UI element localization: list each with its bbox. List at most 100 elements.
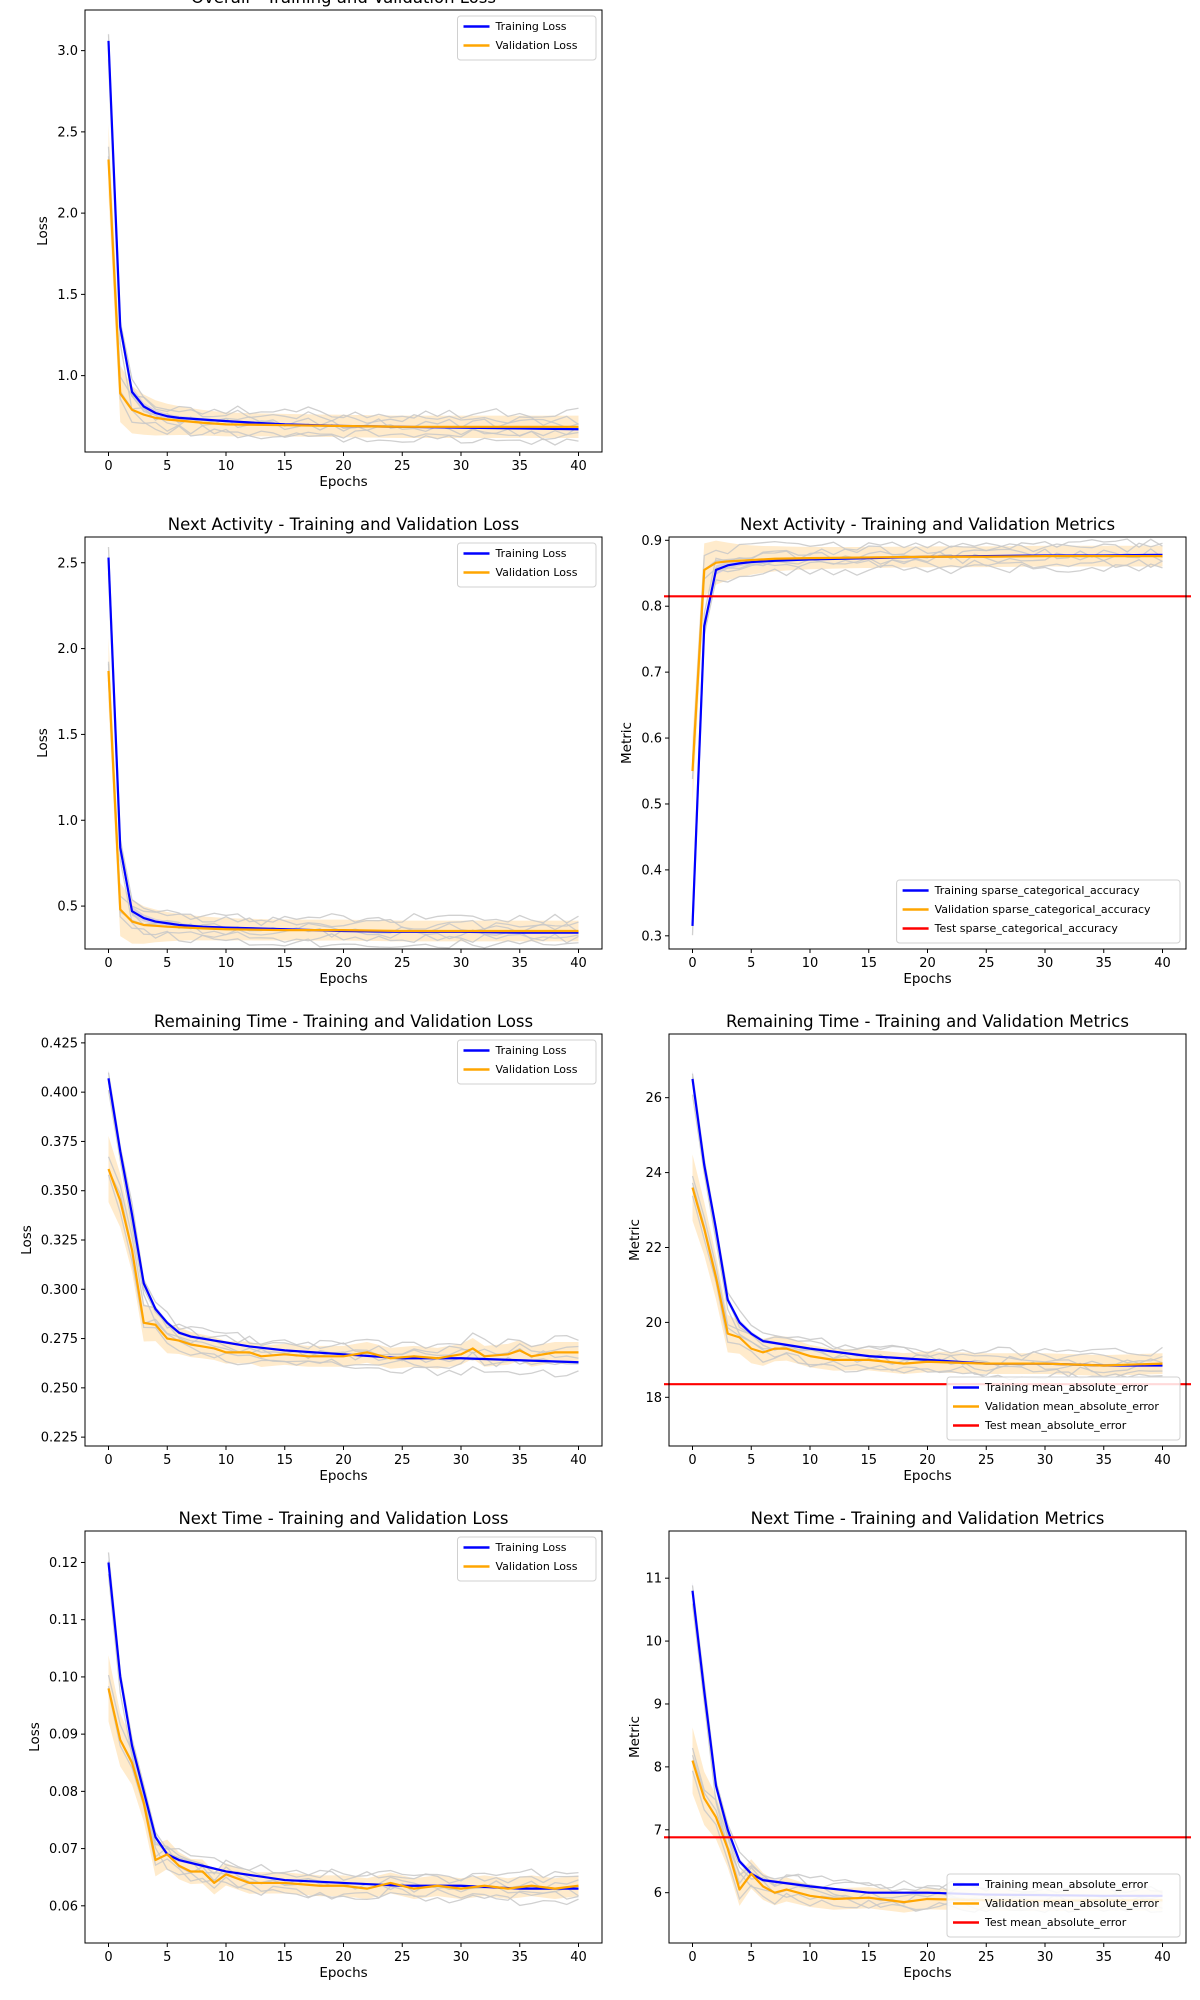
- x-tick-label: 35: [511, 1950, 528, 1965]
- x-tick-label: 20: [919, 1950, 936, 1965]
- legend-label: Test mean_absolute_error: [984, 1916, 1127, 1929]
- x-tick-label: 0: [688, 956, 696, 971]
- y-tick-label: 8: [654, 1760, 662, 1775]
- chart-next_time_loss: 0 5 10 15 20 25 30 35 40 0.06 0.07 0.08 0.09 0.10 0.11…: [27, 1509, 603, 1981]
- x-tick-label: 0: [104, 1453, 112, 1468]
- x-tick-label: 35: [1095, 1453, 1112, 1468]
- y-tick-label: 0.5: [641, 797, 662, 812]
- x-tick-label: 30: [453, 459, 470, 474]
- fold-run-line: [691, 548, 1163, 770]
- y-tick-label: 0.6: [641, 732, 662, 747]
- validation-line: [107, 1168, 579, 1360]
- x-tick-label: 5: [747, 1950, 755, 1965]
- chart-title: Next Activity - Training and Validation …: [740, 515, 1115, 534]
- training-line: [107, 1562, 579, 1890]
- legend: Training Loss Validation Loss: [457, 15, 597, 61]
- fold-run-line: [107, 661, 579, 924]
- legend-label: Validation Loss: [496, 1560, 578, 1573]
- y-axis-label: Metric: [627, 1716, 643, 1758]
- y-tick-label: 0.3: [641, 929, 662, 944]
- x-tick-label: 5: [163, 459, 171, 474]
- x-axis-label: Epochs: [319, 474, 367, 490]
- axes-frame: [84, 1033, 603, 1447]
- axes-frame: [84, 536, 603, 950]
- fold-run-line: [107, 162, 579, 441]
- x-tick-label: 40: [570, 1453, 587, 1468]
- training-band: [108, 1554, 579, 1890]
- y-tick-label: 0.06: [49, 1899, 78, 1914]
- validation-band: [692, 1154, 1163, 1376]
- y-tick-label: 0.225: [41, 1431, 78, 1446]
- y-axis-label: Loss: [27, 1722, 43, 1752]
- fold-run-line: [691, 1073, 1163, 1364]
- x-tick-label: 40: [570, 459, 587, 474]
- y-tick-label: 0.5: [57, 900, 78, 915]
- x-tick-label: 30: [453, 1950, 470, 1965]
- fold-run-line: [107, 48, 579, 437]
- x-tick-label: 40: [570, 1950, 587, 1965]
- x-tick-label: 25: [978, 1453, 995, 1468]
- training-band: [108, 1070, 579, 1364]
- x-axis-label: Epochs: [319, 1468, 367, 1484]
- legend-label: Training Loss: [495, 20, 567, 33]
- x-tick-label: 10: [218, 1950, 235, 1965]
- x-axis-label: Epochs: [903, 1965, 951, 1981]
- training-line: [107, 557, 579, 934]
- y-axis-label: Metric: [619, 722, 635, 764]
- fold-run-line: [107, 156, 579, 430]
- fold-run-line: [691, 1094, 1163, 1381]
- validation-line: [691, 555, 1163, 772]
- training-line: [691, 1590, 1163, 1897]
- y-tick-label: 20: [645, 1316, 662, 1331]
- fold-run-line: [107, 1552, 579, 1884]
- y-tick-label: 0.9: [641, 534, 662, 549]
- fold-run-line: [107, 59, 579, 446]
- y-tick-label: 18: [645, 1391, 662, 1406]
- legend: Training Loss Validation Loss: [457, 542, 597, 588]
- chart-next_time_metrics: 0 5 10 15 20 25 30 35 40 6 7 8 9 10 11 Next Time - Trai…: [627, 1509, 1191, 1981]
- y-tick-label: 6: [654, 1886, 662, 1901]
- x-tick-label: 0: [104, 459, 112, 474]
- legend-label: Training mean_absolute_error: [984, 1878, 1148, 1891]
- validation-line: [107, 1688, 579, 1890]
- fold-run-line: [691, 1585, 1163, 1894]
- fold-run-line: [691, 558, 1163, 780]
- x-tick-label: 10: [218, 1453, 235, 1468]
- y-tick-label: 3.0: [57, 44, 78, 59]
- chart-title: Overall - Training and Validation Loss: [191, 0, 496, 7]
- chart-next_activity_loss: 0 5 10 15 20 25 30 35 40 0.5 1.0 1.5 2.0 2.5 Next Acti…: [35, 515, 603, 987]
- validation-band: [108, 637, 579, 944]
- x-tick-label: 15: [276, 1950, 293, 1965]
- training-band: [108, 32, 579, 431]
- y-tick-label: 7: [654, 1823, 662, 1838]
- y-tick-label: 0.275: [41, 1332, 78, 1347]
- fold-run-line: [107, 1574, 579, 1907]
- plot-area: [107, 1552, 579, 1907]
- y-tick-label: 0.250: [41, 1381, 78, 1396]
- fold-run-line: [107, 1690, 579, 1901]
- fold-run-line: [691, 552, 1163, 925]
- fold-run-line: [107, 1560, 579, 1897]
- fold-run-line: [107, 146, 579, 420]
- y-tick-label: 11: [645, 1572, 662, 1587]
- legend: Training sparse_categorical_accuracy Vali…: [896, 879, 1181, 944]
- x-tick-label: 30: [453, 956, 470, 971]
- fold-run-line: [691, 1591, 1163, 1904]
- x-tick-label: 20: [335, 459, 352, 474]
- x-tick-label: 35: [1095, 1950, 1112, 1965]
- y-tick-label: 9: [654, 1697, 662, 1712]
- y-tick-label: 26: [645, 1091, 662, 1106]
- y-tick-label: 2.0: [57, 207, 78, 222]
- legend: Training Loss Validation Loss: [457, 1039, 597, 1085]
- y-tick-label: 0.350: [41, 1184, 78, 1199]
- x-tick-label: 15: [860, 1950, 877, 1965]
- validation-band: [108, 124, 579, 438]
- plot-area: [107, 1070, 579, 1378]
- x-tick-label: 25: [978, 956, 995, 971]
- x-tick-label: 40: [1154, 1950, 1171, 1965]
- x-tick-label: 15: [276, 459, 293, 474]
- x-axis-label: Epochs: [319, 971, 367, 987]
- plot-area: [691, 538, 1163, 936]
- x-tick-label: 5: [163, 1453, 171, 1468]
- training-band: [108, 549, 579, 934]
